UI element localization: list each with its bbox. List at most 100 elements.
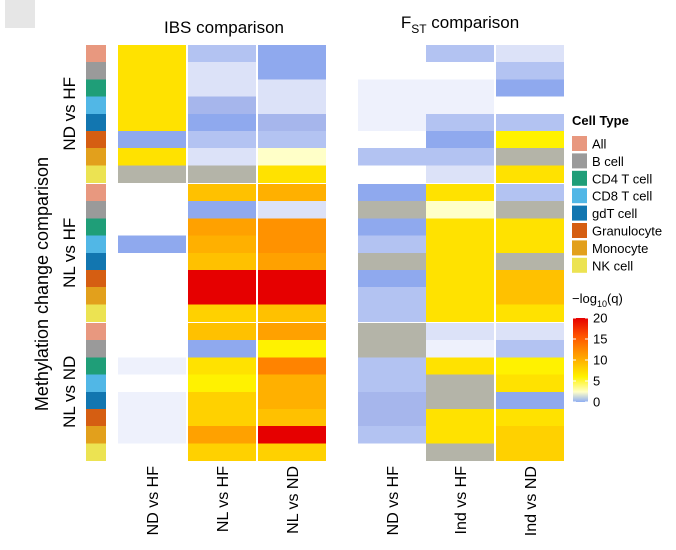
heatmap-cell xyxy=(426,165,494,184)
heatmap-cell xyxy=(426,184,494,202)
heatmap-cell xyxy=(496,62,564,80)
heatmap-cell xyxy=(426,235,494,254)
heatmap-cell xyxy=(496,426,564,444)
heatmap-cell xyxy=(258,374,326,393)
cell-type-strip-cell xyxy=(86,184,106,202)
heatmap-cell xyxy=(426,62,494,80)
heatmap-cell xyxy=(118,131,186,149)
heatmap-cell xyxy=(358,79,426,98)
heatmap-cell xyxy=(188,374,256,393)
heatmap-cell xyxy=(358,443,426,462)
heatmap-cell xyxy=(358,165,426,184)
heatmap-cell xyxy=(188,165,256,184)
heatmap-cell xyxy=(118,391,186,410)
heatmap-cell xyxy=(358,148,426,166)
heatmap-cell xyxy=(258,165,326,184)
cell-type-strip-cell xyxy=(86,391,106,410)
heatmap-cell xyxy=(426,45,494,63)
column-label: NL vs ND xyxy=(285,466,302,534)
heatmap-cell xyxy=(358,96,426,115)
heatmap-cell xyxy=(258,131,326,149)
heatmap-cell xyxy=(496,287,564,305)
cell-type-strip-cell xyxy=(86,165,106,184)
heatmap-cell xyxy=(118,148,186,166)
cell-type-strip-cell xyxy=(86,45,106,63)
heatmap-cell xyxy=(258,426,326,444)
cell-type-strip-cell xyxy=(86,443,106,462)
legend-swatch xyxy=(572,205,587,221)
heatmap-cell xyxy=(188,426,256,444)
heatmap-cell xyxy=(118,165,186,184)
legend-label: NK cell xyxy=(592,258,633,273)
heatmap-cell xyxy=(118,409,186,427)
heatmap-cell xyxy=(258,409,326,427)
cell-type-strip-cell xyxy=(86,218,106,237)
cell-type-strip-cell xyxy=(86,323,106,341)
cell-type-strip-cell xyxy=(86,113,106,132)
heatmap-cell xyxy=(426,201,494,219)
heatmap-cell xyxy=(426,357,494,376)
heatmap-cell xyxy=(118,201,186,219)
heatmap-cell xyxy=(426,113,494,132)
cell-type-strip-cell xyxy=(86,131,106,149)
heatmap-cell xyxy=(118,270,186,288)
heatmap-cell xyxy=(426,323,494,341)
heatmap-cell xyxy=(118,340,186,358)
heatmap-cell xyxy=(258,323,326,341)
cell-type-strip-cell xyxy=(86,79,106,98)
heatmap-cell xyxy=(118,443,186,462)
heatmap-cell xyxy=(358,374,426,393)
heatmap-cell xyxy=(426,391,494,410)
column-label: ND vs HF xyxy=(145,466,162,536)
heatmap-cell xyxy=(258,391,326,410)
y-axis-title-group: Methylation change comparison xyxy=(32,157,52,411)
cell-type-strip-cell xyxy=(86,426,106,444)
heatmap-cell xyxy=(358,357,426,376)
heatmap-cell xyxy=(426,148,494,166)
heatmap-cell xyxy=(258,270,326,288)
heatmap-cell xyxy=(258,252,326,271)
heatmap-cell xyxy=(358,218,426,237)
heatmap-cell xyxy=(496,79,564,98)
heatmap-cell xyxy=(118,113,186,132)
heatmap-cell xyxy=(188,201,256,219)
heatmap-cell xyxy=(258,340,326,358)
cell-type-strip-cell xyxy=(86,304,106,323)
colorbar-tick-label: 20 xyxy=(593,311,607,326)
heatmap-cell xyxy=(118,252,186,271)
colorbar-tick-label: 10 xyxy=(593,353,607,368)
heatmap-cell xyxy=(358,252,426,271)
heatmap-cell xyxy=(358,45,426,63)
heatmap-cell xyxy=(496,443,564,462)
heatmap-cell xyxy=(496,340,564,358)
heatmap-cell xyxy=(118,218,186,237)
row-group-labels: ND vs HF NL vs HF NL vs ND xyxy=(60,77,79,428)
legend-label: CD8 T cell xyxy=(592,189,652,204)
cell-type-strip-cell xyxy=(86,235,106,254)
heatmap-cell xyxy=(118,287,186,305)
heatmap-cell xyxy=(188,184,256,202)
heatmap-cell xyxy=(496,148,564,166)
heatmap-cell xyxy=(258,96,326,115)
heatmap-cell xyxy=(426,79,494,98)
heatmap-cell xyxy=(188,304,256,323)
heatmap-cell xyxy=(188,287,256,305)
heatmap-cell xyxy=(188,340,256,358)
cell-type-strip-cell xyxy=(86,201,106,219)
heatmap-cell xyxy=(118,357,186,376)
cell-type-strip-cell xyxy=(86,287,106,305)
heatmap-cell xyxy=(426,287,494,305)
legend-label: All xyxy=(592,137,607,152)
colorbar-label: −log10(q) xyxy=(572,291,623,309)
cell-type-strip-cell xyxy=(86,148,106,166)
corner-tab xyxy=(5,0,35,28)
heatmap-cell xyxy=(188,79,256,98)
heatmap-cells xyxy=(118,45,564,462)
heatmap-cell xyxy=(188,235,256,254)
cell-type-strip-cell xyxy=(86,409,106,427)
cell-type-strip-cell xyxy=(86,62,106,80)
heatmap-cell xyxy=(188,443,256,462)
cell-type-legend: Cell Type All B cell CD4 T cell CD8 T cell g… xyxy=(572,113,662,273)
heatmap-cell xyxy=(496,270,564,288)
column-label: NL vs HF xyxy=(215,466,232,532)
